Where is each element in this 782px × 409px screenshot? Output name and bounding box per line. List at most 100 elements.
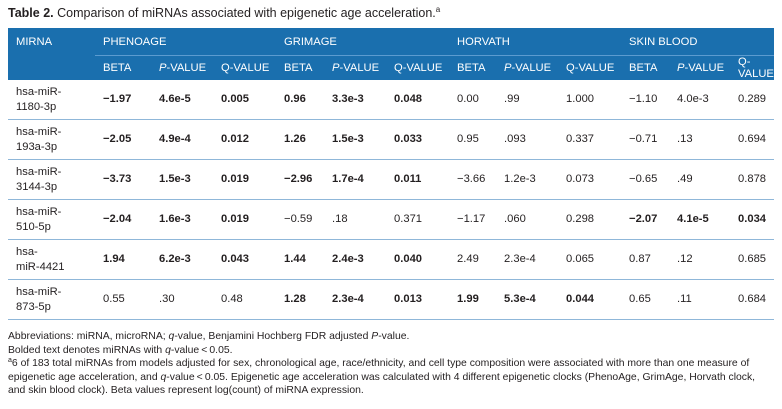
- table-cell: .99: [504, 93, 520, 105]
- table-cell: 0.005: [221, 93, 249, 105]
- header-row-groups: MIRNA PHENOAGE GRIMAGE HORVATH SKIN BLOO…: [8, 28, 775, 56]
- table-cell: −1.97: [103, 93, 132, 105]
- table-cell: 0.040: [386, 239, 450, 280]
- table-cell: 1.5e-3: [151, 159, 213, 200]
- table-cell: 1.6e-3: [151, 199, 213, 240]
- subheader-q-value-phenoage: Q-VALUE: [213, 55, 277, 80]
- mirna-name: hsa-miR-4421: [8, 239, 95, 280]
- table-cell: 0.96: [284, 93, 306, 105]
- table-cell: 0.011: [386, 159, 450, 200]
- table-cell: −0.59: [276, 199, 325, 240]
- table-cell: 0.044: [558, 279, 622, 319]
- table-cell: .18: [324, 199, 387, 240]
- table-row: hsa-miR- 510-5p −2.04 1.6e-3 0.019 −0.59.18 0.…: [8, 199, 775, 240]
- note-abbreviations: Abbreviations: miRNA, microRNA; q-value,…: [8, 331, 410, 342]
- subheader-p-value-horvath: P-VALUE: [496, 55, 559, 80]
- table-cell: 0.337: [558, 119, 622, 160]
- subheader-p-value-skin-blood: P-VALUE: [669, 55, 731, 80]
- table-cell: 0.289: [738, 93, 767, 105]
- table-body: hsa-miR- 1180-3p −1.97 4.6e-5 0.005 0.96 3.3e-…: [8, 80, 775, 319]
- mirna-name: hsa-miR- 193a-3p: [8, 119, 95, 160]
- table-cell: 1.000: [566, 93, 595, 105]
- subheader-beta-grimage: BETA: [276, 55, 325, 80]
- table-cell: −1.17: [449, 199, 497, 240]
- table-cell: 0.043: [213, 239, 277, 280]
- table-cell: 0.033: [386, 119, 450, 160]
- mirna-name: hsa-miR- 510-5p: [8, 199, 95, 240]
- table-cell: 0.065: [558, 239, 622, 280]
- mirna-name: hsa-miR- 3144-3p: [8, 159, 95, 200]
- table-cell: −0.71: [621, 119, 670, 160]
- table-cell: .30: [151, 279, 213, 319]
- header-row-subcolumns: BETA P-VALUE Q-VALUE BETA P-VALUE Q-VALUE BETA…: [8, 55, 775, 80]
- subheader-q-value-skin-blood: Q-VALUE: [730, 55, 775, 80]
- table-cell: 1.28: [276, 279, 325, 319]
- table-cell: .093: [496, 119, 559, 160]
- table-cell: 4.6e-5: [159, 93, 191, 105]
- table-cell: 1.2e-3: [496, 159, 559, 200]
- caption-label: Table 2.: [8, 6, 54, 20]
- table-row: hsa-miR- 3144-3p −3.73 1.5e-3 0.019 −2.96 1.7e…: [8, 159, 775, 200]
- table-cell: 2.3e-4: [496, 239, 559, 280]
- header-group-horvath: HORVATH: [449, 28, 622, 56]
- table-cell: .060: [496, 199, 559, 240]
- header-group-skin-blood: SKIN BLOOD: [621, 28, 775, 56]
- table-cell: 1.5e-3: [324, 119, 387, 160]
- table-cell: .11: [669, 279, 731, 319]
- table-row: hsa-miR- 1180-3p −1.97 4.6e-5 0.005 0.96 3.3e-…: [8, 80, 774, 120]
- table-cell: 0.019: [213, 159, 277, 200]
- table-container: MIRNA PHENOAGE GRIMAGE HORVATH SKIN BLOO…: [8, 28, 775, 320]
- subheader-q-value-horvath: Q-VALUE: [558, 55, 622, 80]
- table-cell: 0.48: [213, 279, 277, 319]
- table-cell: 3.3e-3: [332, 93, 364, 105]
- table-caption: Table 2. Comparison of miRNAs associated…: [8, 5, 774, 21]
- subheader-beta-phenoage: BETA: [95, 55, 151, 80]
- header-group-grimage: GRIMAGE: [276, 28, 450, 56]
- table-cell: −0.65: [621, 159, 670, 200]
- table-cell: 0.034: [730, 199, 775, 240]
- table-cell: 1.26: [276, 119, 325, 160]
- table-cell: 0.019: [213, 199, 277, 240]
- table-cell: −2.05: [95, 119, 151, 160]
- header-empty: [8, 55, 95, 80]
- table-cell: −2.07: [621, 199, 670, 240]
- table-cell: 2.49: [449, 239, 497, 280]
- table-cell: 1.44: [276, 239, 325, 280]
- table-cell: 5.3e-4: [496, 279, 559, 319]
- subheader-p-value-phenoage: P-VALUE: [151, 55, 213, 80]
- table-cell: 4.0e-3: [677, 93, 709, 105]
- table-cell: 0.012: [213, 119, 277, 160]
- table-cell: .13: [669, 119, 731, 160]
- subheader-beta-horvath: BETA: [449, 55, 497, 80]
- caption-text: Comparison of miRNAs associated with epi…: [57, 6, 436, 20]
- table-cell: 0.013: [386, 279, 450, 319]
- table-cell: 6.2e-3: [151, 239, 213, 280]
- table-cell: 0.694: [730, 119, 775, 160]
- table-cell: 0.048: [394, 93, 423, 105]
- table-cell: 0.298: [558, 199, 622, 240]
- table-cell: −2.04: [95, 199, 151, 240]
- table-cell: −3.66: [449, 159, 497, 200]
- table-cell: 0.95: [449, 119, 497, 160]
- table-cell: 0.87: [621, 239, 670, 280]
- table-cell: 0.685: [730, 239, 775, 280]
- table-notes: Abbreviations: miRNA, microRNA; q-value,…: [8, 330, 774, 398]
- table-cell: 2.4e-3: [324, 239, 387, 280]
- mirna-name: hsa-miR- 1180-3p: [16, 85, 62, 113]
- table-cell: .12: [669, 239, 731, 280]
- table-cell: 1.7e-4: [324, 159, 387, 200]
- subheader-p-value-grimage: P-VALUE: [324, 55, 387, 80]
- table-cell: 0.371: [386, 199, 450, 240]
- table-cell: 1.94: [95, 239, 151, 280]
- table-cell: 0.684: [730, 279, 775, 319]
- table-cell: 1.99: [449, 279, 497, 319]
- header-mirna: MIRNA: [8, 28, 95, 56]
- subheader-q-value-grimage: Q-VALUE: [386, 55, 450, 80]
- header-group-phenoage: PHENOAGE: [95, 28, 277, 56]
- table-row: hsa-miR- 873-5p 0.55.30 0.48 1.28 2.3e-4 0.013…: [8, 279, 775, 319]
- table-cell: 0.00: [457, 93, 479, 105]
- table-cell: 4.1e-5: [669, 199, 731, 240]
- table-cell: −1.10: [629, 93, 658, 105]
- table-cell: .49: [669, 159, 731, 200]
